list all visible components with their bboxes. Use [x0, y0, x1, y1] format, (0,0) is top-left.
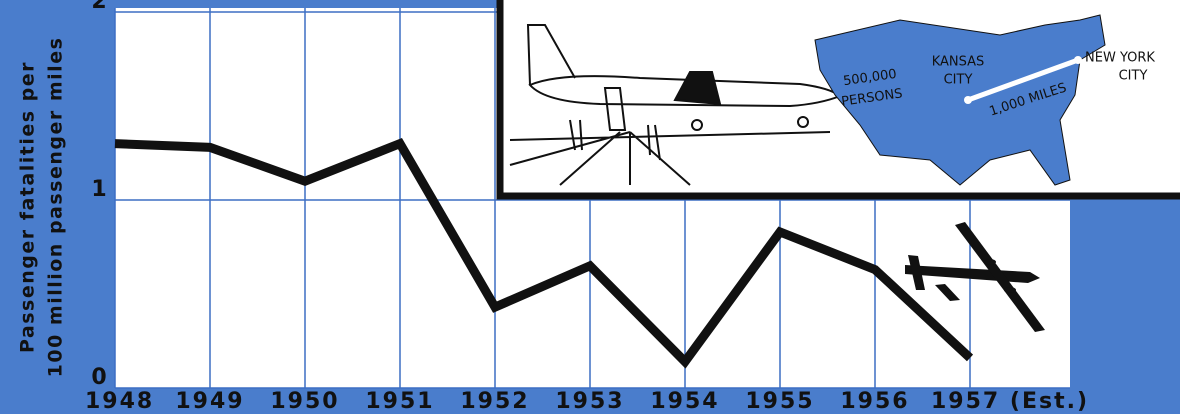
x-tick-label: 1952 — [460, 389, 529, 414]
map-annotation: NEW YORK — [1085, 51, 1155, 66]
map-annotation: KANSAS — [932, 55, 985, 70]
route-line — [967, 57, 1079, 103]
x-tick-label: 1956 — [840, 389, 909, 414]
airliner-sketch — [509, 24, 842, 186]
x-tick-label: 1949 — [175, 389, 244, 414]
y-tick-label: 0 — [91, 365, 108, 390]
x-tick-label: 1948 — [85, 389, 154, 414]
x-tick-label: 1951 — [365, 389, 434, 414]
y-tick-label: 1 — [91, 177, 108, 202]
us-map — [814, 14, 1106, 186]
map-annotation: 500,000 — [842, 67, 897, 89]
data-line — [114, 137, 974, 369]
y-tick-label: 2 — [91, 0, 108, 14]
y-axis-label-line: 100 million passenger miles — [45, 37, 67, 378]
x-tick-label: 1953 — [555, 389, 624, 414]
map-annotation: CITY — [944, 73, 973, 88]
kansas-city-dot — [964, 96, 972, 104]
x-tick-label: 1954 — [650, 389, 719, 414]
map-annotation: CITY — [1119, 69, 1148, 84]
x-tick-label: 1957 (Est.) — [931, 389, 1089, 414]
airplane-icon — [905, 222, 1045, 332]
series — [114, 137, 974, 369]
new-york-dot — [1074, 56, 1082, 64]
x-tick-label: 1955 — [745, 389, 814, 414]
x-tick-label: 1950 — [270, 389, 339, 414]
y-axis-label-line: Passenger fatalities per — [17, 61, 39, 353]
y-axis-label: Passenger fatalities per 100 million pass… — [17, 37, 67, 378]
